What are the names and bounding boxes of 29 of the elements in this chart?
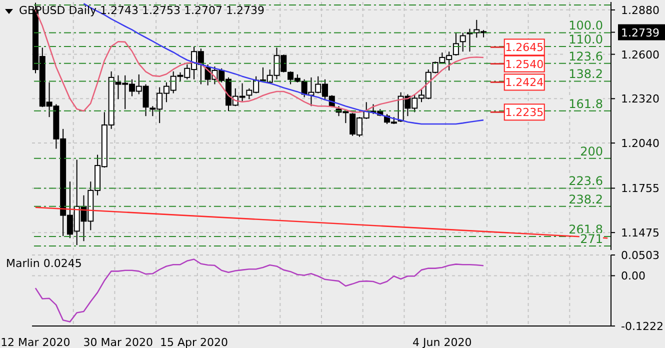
chart-title: Marlin 0.0245 xyxy=(6,257,82,270)
x-tick-label: 30 Mar 2020 xyxy=(83,336,154,348)
annotation: 1.2235 xyxy=(505,106,544,120)
annotation: 1.2540 xyxy=(505,58,544,71)
annotation: 123.6 xyxy=(568,49,603,64)
y-tick-label: 1.2040 xyxy=(621,137,660,150)
y-tick-label: 1.2600 xyxy=(621,48,660,62)
candlestick xyxy=(460,32,466,52)
y-tick-label: 1.2880 xyxy=(621,4,660,17)
y-tick-label: 1.1475 xyxy=(621,226,660,240)
annotation: 1.2424 xyxy=(505,76,544,90)
annotation: 223.6 xyxy=(568,174,603,188)
annotation: 238.2 xyxy=(568,192,603,206)
annotation: 100.0 xyxy=(568,18,603,33)
y-tick-label: 0.00 xyxy=(621,270,646,283)
candlestick xyxy=(452,32,459,56)
x-tick-label: 4 Jun 2020 xyxy=(412,336,472,348)
y-tick-label: 1.1755 xyxy=(621,182,660,196)
y-tick-label: 1.2739 xyxy=(621,26,660,40)
annotation: 161.8 xyxy=(568,96,603,111)
y-tick-label: 1.2320 xyxy=(621,92,660,106)
y-tick-label: -0.1222 xyxy=(621,320,664,333)
x-tick-label: 15 Apr 2020 xyxy=(160,336,228,348)
annotation: 1.2645 xyxy=(505,41,544,54)
annotation: 200 xyxy=(580,144,603,158)
annotation: 138.2 xyxy=(568,67,603,82)
y-tick-label: 0.0503 xyxy=(621,249,660,262)
x-tick-label: 12 Mar 2020 xyxy=(0,336,70,348)
annotation: 110.0 xyxy=(568,32,603,47)
